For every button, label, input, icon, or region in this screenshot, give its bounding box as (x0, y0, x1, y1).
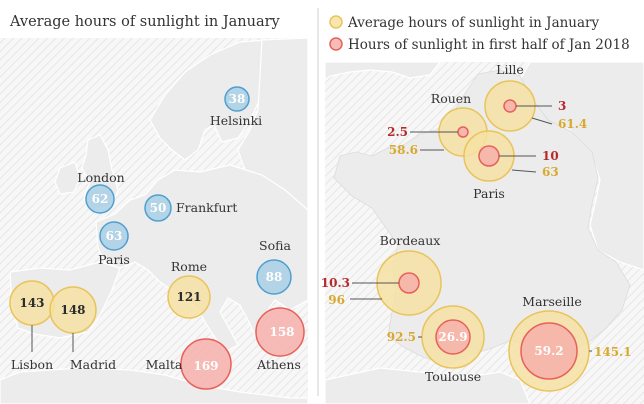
value-paris: 63 (106, 229, 123, 243)
label-lille: Lille (496, 62, 524, 77)
legend-label-2018: Hours of sunlight in first half of Jan 2… (348, 37, 630, 53)
value-rouen-average: 58.6 (389, 143, 418, 157)
city-marker-london: 62 London (77, 170, 125, 214)
value-helsinki: 38 (229, 92, 246, 106)
value-london: 62 (92, 192, 109, 206)
land-north-africa (0, 367, 309, 404)
legend-item-2018: Hours of sunlight in first half of Jan 2… (329, 37, 630, 53)
city-marker-athens: 158 Athens (255, 307, 305, 372)
label-toulouse: Toulouse (425, 369, 481, 384)
city-marker-lille: Lille 3 61.4 (484, 62, 587, 132)
bubble-frankfurt (144, 194, 172, 222)
label-bordeaux: Bordeaux (380, 233, 441, 248)
label-london: London (77, 170, 124, 185)
value-madrid: 148 (60, 303, 85, 317)
city-marker-marseille: 59.2 Marseille 145.1 (508, 294, 632, 392)
label-athens: Athens (256, 357, 301, 372)
city-marker-malta: 169 Malta (146, 338, 232, 390)
bubble-rome (167, 275, 211, 319)
bubble-rouen-2018 (457, 126, 469, 138)
france-city-markers: Lille 3 61.4 Rouen 2.5 58.6 Paris 10 63 (321, 62, 632, 392)
value-lille-average: 61.4 (558, 117, 587, 131)
value-paris-average: 63 (542, 165, 559, 179)
city-marker-paris-france: Paris 10 63 (463, 130, 559, 201)
label-rouen: Rouen (431, 91, 471, 106)
bubble-malta (180, 338, 232, 390)
label-paris: Paris (98, 252, 130, 267)
land-ireland (54, 161, 81, 195)
value-marseille-2018: 59.2 (534, 344, 563, 358)
bubble-toulouse-2018 (435, 319, 471, 355)
city-marker-helsinki: 38 Helsinki (210, 86, 262, 128)
city-marker-lisbon: 143 Lisbon (9, 280, 55, 372)
leader-paris-average (511, 169, 537, 173)
value-sofia: 88 (266, 270, 283, 284)
value-bordeaux-average: 96 (328, 293, 345, 307)
city-marker-bordeaux: Bordeaux 10.3 96 (321, 233, 442, 316)
land-scandinavia (149, 39, 271, 161)
value-rome: 121 (176, 290, 201, 304)
legend: Average hours of sunlight in January Hou… (329, 15, 630, 53)
city-marker-paris: 63 Paris (98, 221, 130, 267)
label-sofia: Sofia (259, 238, 291, 253)
value-rouen-2018: 2.5 (387, 125, 408, 139)
city-marker-madrid: 148 Madrid (49, 286, 116, 372)
bubble-london (85, 184, 115, 214)
bubble-paris-2018 (478, 145, 500, 167)
land-neighbours-north (324, 61, 442, 82)
label-madrid: Madrid (70, 357, 116, 372)
label-paris-france: Paris (473, 186, 505, 201)
value-malta: 169 (193, 359, 218, 373)
label-frankfurt: Frankfurt (176, 200, 237, 215)
label-malta: Malta (146, 357, 183, 372)
left-panel-title: Average hours of sunlight in January (9, 14, 281, 30)
value-bordeaux-2018: 10.3 (321, 276, 350, 290)
bubble-helsinki (224, 86, 250, 112)
value-toulouse-2018: 26.9 (438, 330, 467, 344)
value-frankfurt: 50 (150, 201, 167, 215)
value-lisbon: 143 (19, 296, 44, 310)
label-rome: Rome (171, 259, 207, 274)
value-paris-2018: 10 (542, 149, 559, 163)
city-marker-frankfurt: 50 Frankfurt (144, 194, 237, 222)
value-toulouse-average: 92.5 (387, 330, 416, 344)
legend-label-average: Average hours of sunlight in January (347, 15, 600, 31)
city-marker-sofia: 88 Sofia (256, 238, 292, 295)
left-city-markers: 38 Helsinki 62 London 50 Frankfurt 63 Pa… (9, 86, 305, 390)
label-helsinki: Helsinki (210, 113, 262, 128)
land-spain-strip (324, 367, 531, 404)
value-lille-2018: 3 (558, 99, 566, 113)
label-marseille: Marseille (522, 294, 581, 309)
city-marker-toulouse: 26.9 Toulouse 92.5 (387, 305, 485, 384)
legend-item-average: Average hours of sunlight in January (329, 15, 600, 31)
leader-lille-average (531, 117, 553, 125)
bubble-athens (255, 307, 305, 357)
bubble-sofia (256, 259, 292, 295)
value-athens: 158 (269, 325, 294, 339)
value-marseille-average: 145.1 (594, 345, 632, 359)
legend-swatch-average (329, 15, 343, 29)
bubble-paris (99, 221, 129, 251)
bubble-lille-2018 (503, 99, 517, 113)
legend-swatch-2018 (329, 37, 343, 51)
label-lisbon: Lisbon (11, 357, 53, 372)
bubble-bordeaux-2018 (398, 272, 420, 294)
city-marker-rome: 121 Rome (167, 259, 211, 319)
bubble-marseille-2018 (520, 322, 578, 380)
